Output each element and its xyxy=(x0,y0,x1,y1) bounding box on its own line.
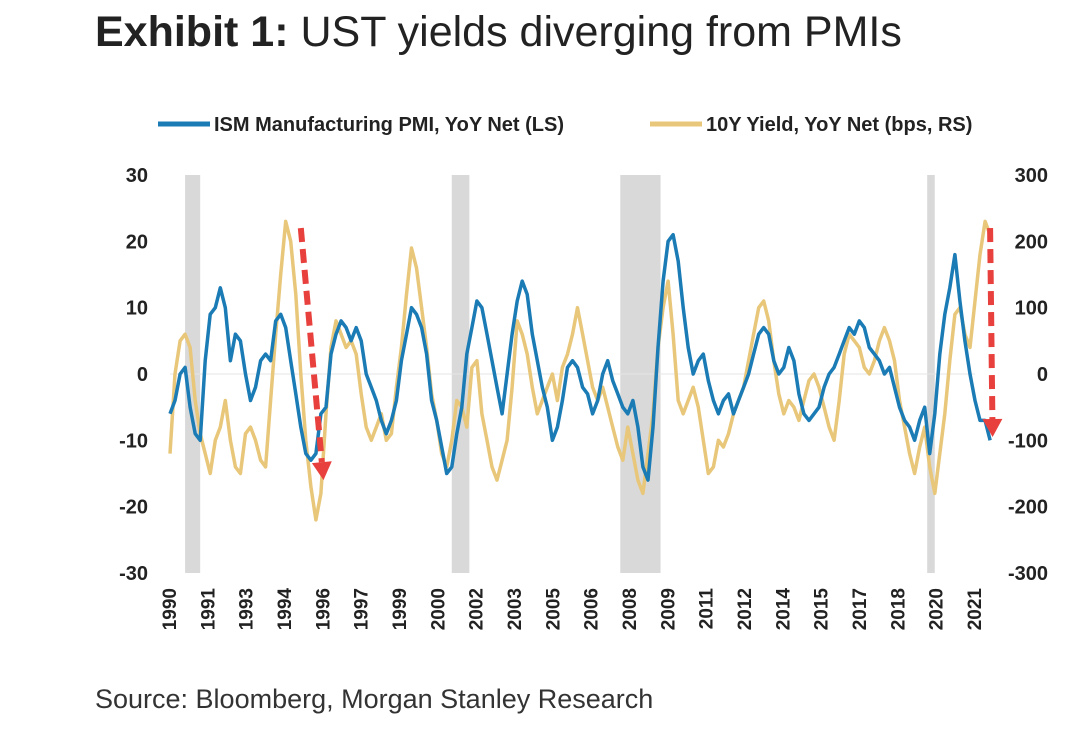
y-left-tick-label: -10 xyxy=(119,430,148,452)
x-tick-label: 2018 xyxy=(888,588,909,630)
y-left-tick-label: -20 xyxy=(119,497,148,519)
y-left-tick-label: 20 xyxy=(126,231,148,253)
series-line-ism-pmi xyxy=(168,232,992,482)
x-tick-label: 2005 xyxy=(543,588,564,631)
annotation-arrow-shaft xyxy=(297,227,325,463)
y-left-tick-label: 30 xyxy=(126,165,148,187)
x-tick-label: 2015 xyxy=(812,588,833,631)
x-tick-label: 1990 xyxy=(160,588,181,630)
x-tick-label: 1993 xyxy=(237,588,258,630)
annotation-arrow-head xyxy=(311,461,332,481)
legend: ISM Manufacturing PMI, YoY Net (LS) 10Y … xyxy=(158,114,972,136)
y-right-tick-label: -200 xyxy=(1008,497,1048,519)
x-tick-label: 2008 xyxy=(620,588,641,630)
legend-label-yield: 10Y Yield, YoY Net (bps, RS) xyxy=(706,114,972,136)
x-tick-label: 2017 xyxy=(850,588,871,630)
legend-label-pmi: ISM Manufacturing PMI, YoY Net (LS) xyxy=(214,114,564,136)
x-tick-label: 2002 xyxy=(467,588,488,630)
x-tick-label: 2020 xyxy=(927,588,948,630)
x-tick-label: 2011 xyxy=(697,588,718,630)
y-right-tick-label: -300 xyxy=(1008,563,1048,585)
exhibit-number: Exhibit 1: xyxy=(95,8,289,56)
annotation-arrow-shaft xyxy=(987,228,996,420)
y-right-tick-label: -100 xyxy=(1008,430,1048,452)
x-tick-label: 1997 xyxy=(352,588,373,630)
series-line-10y-yield xyxy=(168,219,992,522)
y-right-tick-label: 100 xyxy=(1015,298,1048,320)
y-right-tick-label: 300 xyxy=(1015,165,1048,187)
x-tick-label: 1994 xyxy=(275,588,296,631)
x-tick-label: 1996 xyxy=(313,588,334,630)
y-left-tick-label: -30 xyxy=(119,563,148,585)
x-tick-label: 1999 xyxy=(390,588,411,630)
y-right-tick-label: 200 xyxy=(1015,231,1048,253)
plot-area: 3020100-10-20-303002001000-100-200-30019… xyxy=(119,165,1048,630)
x-tick-label: 1991 xyxy=(198,588,219,631)
x-tick-label: 2000 xyxy=(428,588,449,630)
x-tick-label: 2021 xyxy=(965,588,986,631)
x-tick-label: 2003 xyxy=(505,588,526,630)
y-left-tick-label: 10 xyxy=(126,298,148,320)
exhibit-title: Exhibit 1: UST yields diverging from PMI… xyxy=(95,8,902,57)
source-note: Source: Bloomberg, Morgan Stanley Resear… xyxy=(95,684,654,714)
y-left-tick-label: 0 xyxy=(137,364,148,386)
annotation-arrow-head xyxy=(982,418,1003,437)
y-right-tick-label: 0 xyxy=(1037,364,1048,386)
x-tick-label: 2006 xyxy=(582,588,603,630)
x-tick-label: 2014 xyxy=(773,588,794,631)
exhibit-title-text: UST yields diverging from PMIs xyxy=(300,8,902,56)
x-tick-label: 2009 xyxy=(658,588,679,630)
x-tick-label: 2012 xyxy=(735,588,756,630)
